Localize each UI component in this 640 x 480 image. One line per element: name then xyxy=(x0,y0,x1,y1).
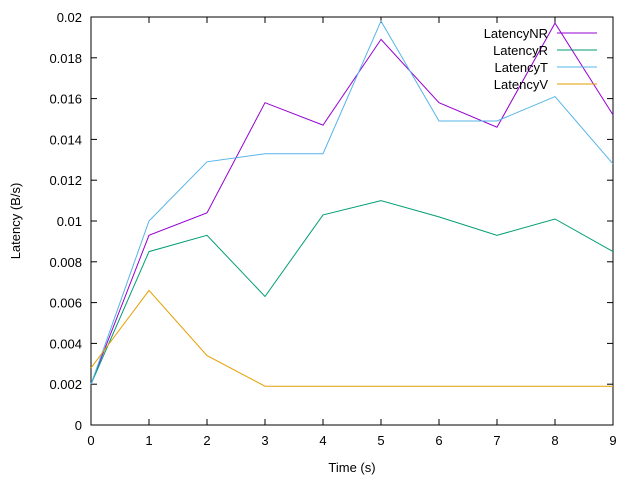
x-axis-title: Time (s) xyxy=(328,460,375,475)
x-tick-label: 7 xyxy=(493,433,500,448)
axis-ticks: 0 1 2 3 4 5 6 7 8 9 0 0.002 0.004 0.006 0.008 0.01 0.012… xyxy=(49,10,616,448)
y-axis-title: Latency (B/s) xyxy=(8,183,23,260)
y-tick-label: 0.01 xyxy=(57,214,82,229)
x-tick-label: 9 xyxy=(609,433,616,448)
y-tick-label: 0.02 xyxy=(57,10,82,25)
y-tick-label: 0.004 xyxy=(49,336,82,351)
y-tick-label: 0.012 xyxy=(49,173,82,188)
x-tick-label: 6 xyxy=(435,433,442,448)
series-lines xyxy=(90,19,614,387)
y-tick-label: 0.006 xyxy=(49,296,82,311)
y-tick-label: 0 xyxy=(75,418,82,433)
x-tick-label: 3 xyxy=(261,433,268,448)
x-tick-label: 0 xyxy=(87,433,94,448)
legend-label: LatencyV xyxy=(494,77,549,92)
y-tick-label: 0.014 xyxy=(49,132,82,147)
x-tick-label: 5 xyxy=(377,433,384,448)
series-line-latencyr xyxy=(90,200,614,385)
legend-label: LatencyNR xyxy=(484,26,548,41)
series-line-latencyt xyxy=(90,19,614,385)
y-tick-label: 0.018 xyxy=(49,51,82,66)
x-tick-label: 2 xyxy=(203,433,210,448)
legend: LatencyNR LatencyR LatencyT LatencyV xyxy=(484,26,597,92)
x-tick-label: 4 xyxy=(319,433,326,448)
series-line-latencyv xyxy=(90,289,613,387)
y-tick-label: 0.016 xyxy=(49,92,82,107)
y-tick-label: 0.008 xyxy=(49,255,82,270)
legend-label: LatencyR xyxy=(493,43,548,58)
x-tick-label: 8 xyxy=(551,433,558,448)
series-line-latencynr xyxy=(90,22,614,385)
x-tick-label: 1 xyxy=(145,433,152,448)
legend-label: LatencyT xyxy=(495,60,549,75)
y-tick-label: 0.002 xyxy=(49,377,82,392)
